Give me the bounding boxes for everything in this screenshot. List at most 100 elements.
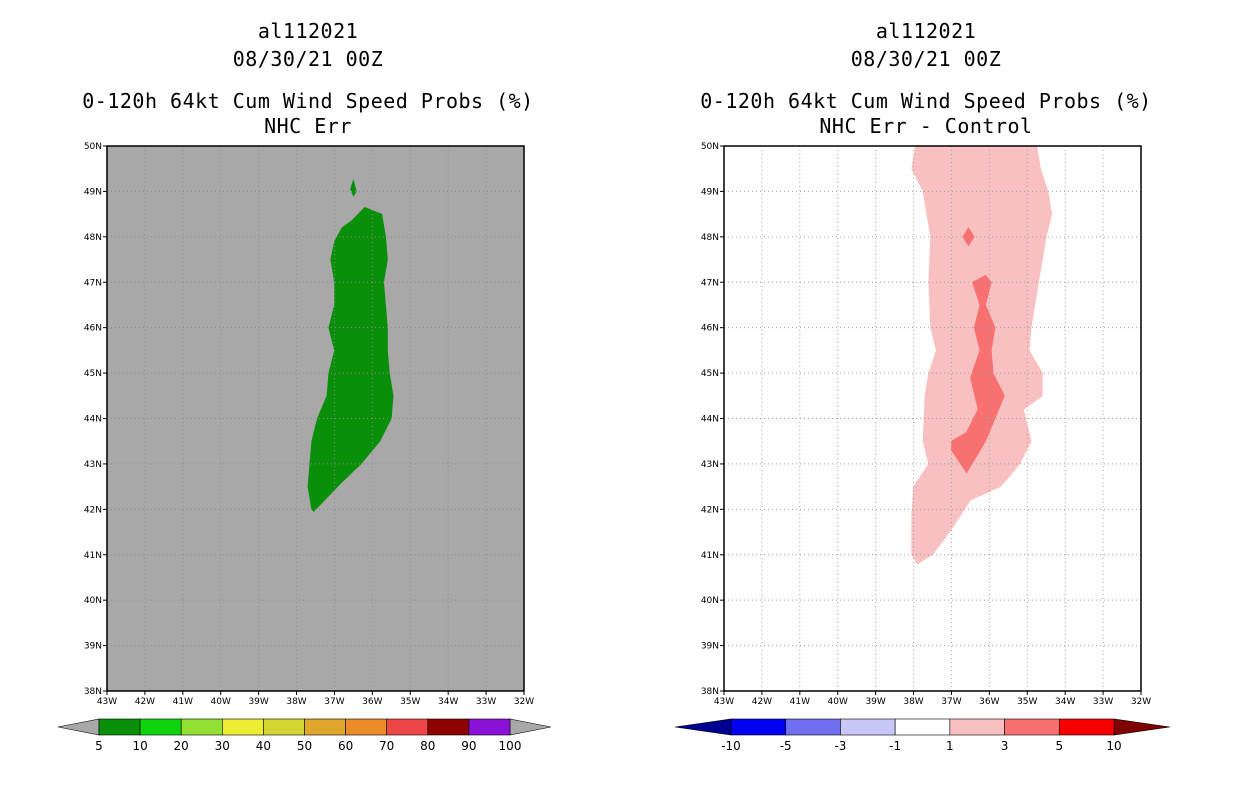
right-lon-label: 35W <box>1017 697 1037 707</box>
right-lat-label: 40N <box>701 596 719 606</box>
right-lat-label: 48N <box>701 233 719 243</box>
left-colorbar-under-arrow <box>57 718 100 736</box>
right-colorbar-label: 5 <box>1055 739 1063 753</box>
left-colorbar-over-arrow <box>509 718 552 736</box>
left-lon-label: 41W <box>173 697 193 707</box>
right-lon-label: 32W <box>1131 697 1151 707</box>
right-datetime: 08/30/21 00Z <box>850 47 1002 71</box>
right-lon-label: 36W <box>979 697 999 707</box>
left-lon-label: 40W <box>211 697 231 707</box>
left-colorbar-label: 70 <box>379 739 394 753</box>
right-lon-label: 38W <box>903 697 923 707</box>
right-subtitle: NHC Err - Control <box>819 114 1033 138</box>
right-lat-label: 44N <box>701 415 719 425</box>
right-lat-label: 45N <box>701 369 719 379</box>
left-lat-label: 44N <box>84 415 102 425</box>
right-colorbar-under-arrow <box>674 718 732 736</box>
left-lon-label: 33W <box>476 697 496 707</box>
left-colorbar-segment <box>180 718 223 736</box>
right-lon-label: 34W <box>1055 697 1075 707</box>
left-colorbar-label: 80 <box>420 739 435 753</box>
left-prob-5-10-main-region <box>307 206 394 513</box>
right-lat-label: 38N <box>701 687 719 697</box>
right-colorbar-segment <box>840 718 896 736</box>
right-storm-id: al112021 <box>875 19 977 43</box>
left-lon-label: 38W <box>286 697 306 707</box>
left-prob-5-10-speck-region <box>350 179 357 197</box>
right-colorbar-label: 1 <box>946 739 954 753</box>
right-lat-label: 41N <box>701 551 719 561</box>
right-lat-label: 47N <box>701 278 719 288</box>
left-lat-label: 48N <box>84 233 102 243</box>
right-lon-label: 33W <box>1093 697 1113 707</box>
left-colorbar-label: 40 <box>256 739 271 753</box>
right-lon-label: 41W <box>790 697 810 707</box>
right-lon-label: 42W <box>752 697 772 707</box>
left-colorbar-label: 50 <box>297 739 312 753</box>
right-product-title: 0-120h 64kt Cum Wind Speed Probs (%) <box>700 89 1152 113</box>
right-lat-label: 49N <box>701 187 719 197</box>
right-colorbar-label: -10 <box>721 739 741 753</box>
right-colorbar-segment <box>1058 718 1115 736</box>
right-lat-label: 50N <box>701 142 719 152</box>
left-lat-label: 43N <box>84 460 102 470</box>
right-lon-label: 39W <box>865 697 885 707</box>
left-lat-label: 40N <box>84 596 102 606</box>
right-diff-3-5-main-region <box>951 275 1005 474</box>
left-product-title: 0-120h 64kt Cum Wind Speed Probs (%) <box>82 89 534 113</box>
left-datetime: 08/30/21 00Z <box>232 47 384 71</box>
right-colorbar-label: 3 <box>1001 739 1009 753</box>
right-lat-label: 39N <box>701 642 719 652</box>
left-colorbar-segment <box>222 718 264 736</box>
left-colorbar-segment <box>345 718 388 736</box>
left-lat-label: 41N <box>84 551 102 561</box>
right-colorbar-segment <box>785 718 841 736</box>
right-map: 43W 42W 41W 40W 39W 38W 37W 36W 35W 34W 33W 32W 38N 3… <box>701 142 1151 707</box>
left-colorbar-label: 10 <box>132 739 147 753</box>
left-colorbar-label: 90 <box>461 739 476 753</box>
left-colorbar-segment <box>263 718 305 736</box>
right-lon-label: 37W <box>941 697 961 707</box>
left-colorbar-label: 100 <box>499 739 522 753</box>
left-storm-id: al112021 <box>257 19 359 43</box>
right-lon-label: 40W <box>828 697 848 707</box>
left-lat-label: 42N <box>84 505 102 515</box>
left-lon-label: 34W <box>438 697 458 707</box>
right-colorbar-segment <box>730 718 787 736</box>
left-colorbar-segment <box>139 718 182 736</box>
right-colorbar-segment <box>1004 718 1060 736</box>
right-difference-regions <box>911 145 1053 565</box>
left-lon-label: 39W <box>248 697 268 707</box>
left-probability-regions <box>307 179 394 513</box>
left-map: 43W 42W 41W 40W 39W 38W 37W 36W 35W 34W 33W 32W 38N 3… <box>84 142 534 707</box>
right-colorbar-label: -1 <box>889 739 901 753</box>
left-lon-label: 37W <box>324 697 344 707</box>
left-colorbar-segment <box>386 718 429 736</box>
left-lat-label: 38N <box>84 687 102 697</box>
right-colorbar-segment <box>949 718 1005 736</box>
left-colorbar-label: 20 <box>174 739 189 753</box>
left-lon-label: 35W <box>400 697 420 707</box>
left-colorbar-segment <box>427 718 470 736</box>
right-colorbar-label: -3 <box>834 739 846 753</box>
right-colorbar-over-arrow <box>1113 718 1171 736</box>
left-colorbar-segment <box>468 718 511 736</box>
left-colorbar-label: 5 <box>95 739 103 753</box>
right-colorbar-segment <box>894 718 951 736</box>
left-colorbar-label: 30 <box>215 739 230 753</box>
right-axis-ticks: 43W 42W 41W 40W 39W 38W 37W 36W 35W 34W 33W 32W 38N 3… <box>701 142 1151 707</box>
right-colorbar-label: -5 <box>780 739 792 753</box>
left-lat-label: 47N <box>84 278 102 288</box>
right-lat-label: 43N <box>701 460 719 470</box>
left-lat-label: 45N <box>84 369 102 379</box>
right-title-block: al112021 08/30/21 00Z 0-120h 64kt Cum Wi… <box>686 17 1166 139</box>
left-lon-label: 42W <box>135 697 155 707</box>
left-lat-label: 50N <box>84 142 102 152</box>
right-lon-label: 43W <box>714 697 734 707</box>
left-colorbar-segment <box>304 718 346 736</box>
left-axis-ticks: 43W 42W 41W 40W 39W 38W 37W 36W 35W 34W 33W 32W 38N 3… <box>84 142 534 707</box>
left-lon-label: 32W <box>514 697 534 707</box>
left-lon-label: 36W <box>362 697 382 707</box>
